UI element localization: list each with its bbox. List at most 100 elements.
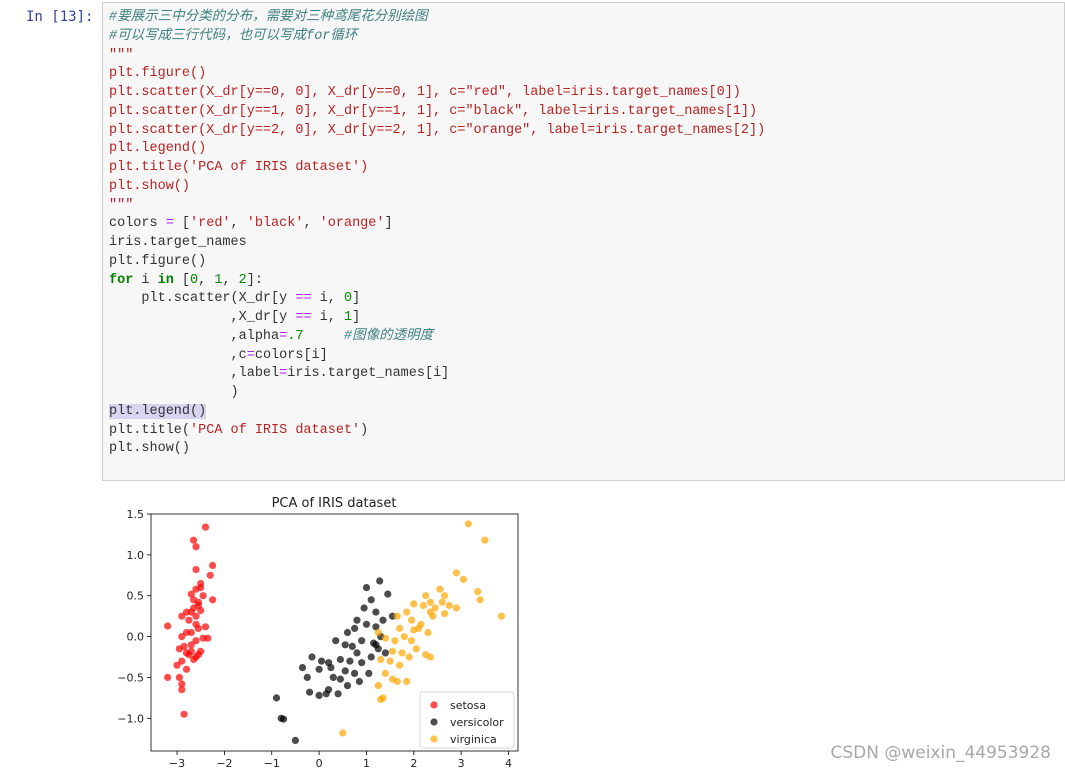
code-line[interactable]: plt.scatter(X_dr[y==1, 0], X_dr[y==1, 1]… [109,103,758,119]
scatter-point-virginica [445,601,453,610]
code-line[interactable]: colors = ['red', 'black', 'orange'] [109,216,393,232]
code-line[interactable]: plt.title('PCA of IRIS dataset') [109,160,369,175]
scatter-point-setosa [164,622,172,630]
scatter-point-versicolor [372,623,380,631]
scatter-point-virginica [377,655,385,664]
scatter-point-versicolor [317,657,326,665]
scatter-point-virginica [407,616,416,624]
x-tick-label: 4 [505,757,512,770]
code-line[interactable]: ) [109,385,239,400]
code-line[interactable]: plt.scatter(X_dr[y==0, 0], X_dr[y==0, 1]… [109,85,741,100]
code-line[interactable]: plt.show() [109,178,191,194]
scatter-point-virginica [426,653,434,661]
legend-marker-setosa [430,701,438,709]
code-line[interactable]: ,X_dr[y == i, 1] [109,310,361,325]
scatter-point-versicolor [291,736,299,744]
y-tick-label: 1.0 [127,549,145,562]
code-line[interactable]: plt.scatter(X_dr[y==2, 0], X_dr[y==2, 1]… [109,122,766,138]
code-line[interactable]: #可以写成三行代码，也可以写成for循环 [109,28,358,44]
scatter-point-setosa [187,590,195,598]
scatter-point-versicolor [367,596,375,604]
code-line[interactable]: ,alpha=.7 #图像的透明度 [109,328,434,344]
scatter-point-versicolor [362,584,371,592]
scatter-point-versicolor [327,664,335,672]
code-line[interactable]: plt.scatter(X_dr[y == i, 0] [109,291,361,307]
scatter-point-virginica [396,661,404,669]
code-line[interactable]: plt.title('PCA of IRIS dataset') [109,422,369,438]
scatter-point-virginica [374,628,382,637]
scatter-point-virginica [405,653,413,661]
scatter-point-versicolor [353,616,361,624]
scatter-point-versicolor [384,590,392,598]
scatter-point-versicolor [376,577,384,585]
scatter-point-versicolor [315,665,323,673]
scatter-point-versicolor [365,669,373,677]
scatter-point-versicolor [315,691,323,699]
scatter-point-setosa [178,612,186,620]
scatter-point-virginica [438,598,446,606]
code-line[interactable]: """ [109,47,134,63]
scatter-point-setosa [190,536,198,544]
x-tick-label: −2 [216,757,232,770]
scatter-point-virginica [474,588,482,596]
code-line[interactable]: ,c=colors[i] [109,347,328,363]
code-editor[interactable]: #要展示三中分类的分布，需要对三种鸢尾花分别绘图 #可以写成三行代码，也可以写成f… [109,9,765,459]
scatter-point-virginica [481,536,489,544]
code-line[interactable]: plt.legend() [109,141,207,157]
scatter-point-versicolor [372,641,380,649]
scatter-point-versicolor [306,688,314,696]
scatter-chart: PCA of IRIS dataset −3 −2 −1 0 1 2 3 4 −1.0 −0.5… [117,496,519,770]
code-line[interactable]: iris.target_names [109,235,247,250]
scatter-point-versicolor [381,649,389,657]
scatter-point-versicolor [336,655,344,664]
x-tick-label: 1 [363,757,370,770]
scatter-point-virginica [391,637,399,645]
scatter-point-virginica [407,637,416,645]
scatter-point-virginica [386,657,394,665]
scatter-point-versicolor [341,641,349,649]
scatter-point-virginica [339,729,347,737]
scatter-point-virginica [441,610,449,618]
chart-title: PCA of IRIS dataset [272,496,397,511]
code-line[interactable]: plt.legend() [109,403,207,419]
scatter-point-setosa [194,601,202,610]
scatter-point-versicolor [343,682,352,690]
scatter-point-versicolor [341,667,349,675]
code-cell[interactable]: #要展示三中分类的分布，需要对三种鸢尾花分别绘图 #可以写成三行代码，也可以写成f… [102,2,1065,481]
scatter-point-setosa [192,637,200,645]
y-tick-label: 1.5 [127,508,145,521]
code-line[interactable]: plt.show() [109,441,191,457]
scatter-point-versicolor [351,669,359,677]
scatter-point-virginica [403,677,411,686]
scatter-point-virginica [459,575,468,583]
scatter-point-virginica [436,585,444,593]
scatter-point-versicolor [355,677,363,686]
scatter-point-versicolor [332,637,340,645]
scatter-point-versicolor [272,694,281,702]
scatter-point-virginica [403,608,411,616]
scatter-point-versicolor [298,664,307,672]
code-line[interactable]: plt.figure() [109,66,207,82]
code-line[interactable]: for i in [0, 1, 2]: [109,272,263,288]
scatter-point-versicolor [346,657,354,665]
scatter-point-setosa [201,623,210,631]
scatter-point-virginica [452,604,460,612]
x-tick-label: 3 [458,757,465,770]
code-line[interactable]: ,label=iris.target_names[i] [109,366,450,382]
scatter-point-setosa [182,665,191,673]
scatter-point-virginica [374,682,382,690]
scatter-point-setosa [199,592,207,600]
code-line[interactable]: """ [109,197,134,213]
scatter-point-versicolor [379,616,387,624]
code-line[interactable]: #要展示三中分类的分布，需要对三种鸢尾花分别绘图 [109,10,428,25]
scatter-point-setosa [192,543,200,551]
scatter-point-setosa [175,673,183,681]
legend-label-virginica: virginica [450,733,497,746]
scatter-point-setosa [178,680,186,688]
scatter-point-virginica [393,612,401,620]
scatter-point-setosa [178,633,186,641]
x-axis: −3 −2 −1 0 1 2 3 4 [169,751,512,770]
legend-box [419,691,515,749]
code-line[interactable]: plt.figure() [109,253,207,269]
scatter-point-setosa [192,612,200,620]
